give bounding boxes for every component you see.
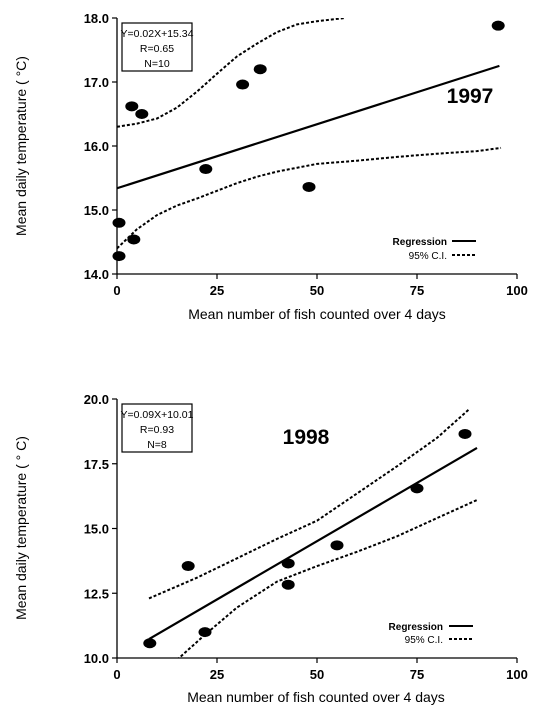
legend-regression-label: Regression	[393, 237, 447, 248]
data-point	[281, 579, 295, 590]
n-value-label: N=8	[147, 439, 167, 451]
data-point	[330, 540, 344, 551]
data-point	[112, 251, 126, 262]
x-tick-label: 0	[113, 283, 120, 298]
data-point	[143, 638, 157, 649]
data-point	[199, 164, 213, 175]
y-tick-label: 15.0	[84, 203, 109, 218]
equation-label: Y=0.09X+10.01	[121, 409, 194, 421]
x-tick-label: 0	[113, 667, 120, 682]
ci-lower-line	[177, 499, 478, 658]
ci-lower-line	[117, 146, 502, 250]
legend-regression-label: Regression	[389, 622, 443, 633]
x-tick-label: 100	[506, 283, 528, 298]
y-tick-label: 16.0	[84, 139, 109, 154]
y-tick-label: 12.5	[84, 586, 109, 601]
x-tick-label: 50	[310, 667, 324, 682]
x-axis-label: Mean number of fish counted over 4 days	[188, 306, 446, 322]
n-value-label: N=10	[144, 58, 170, 70]
y-axis-label: Mean daily temperature ( ° C)	[13, 436, 29, 620]
equation-label: Y=0.02X+15.34	[121, 28, 194, 40]
y-tick-label: 17.5	[84, 457, 109, 472]
ci-upper-line	[148, 408, 470, 600]
y-tick-label: 18.0	[84, 11, 109, 26]
y-tick-label: 17.0	[84, 75, 109, 90]
year-label: 1997	[447, 85, 494, 108]
data-point	[491, 20, 505, 31]
x-tick-label: 100	[506, 667, 528, 682]
legend-ci-label: 95% C.I.	[405, 635, 443, 646]
data-point	[253, 64, 267, 75]
y-tick-label: 20.0	[84, 392, 109, 407]
x-tick-label: 25	[210, 667, 224, 682]
data-point	[125, 101, 139, 112]
data-point	[236, 79, 250, 90]
legend-ci-label: 95% C.I.	[409, 251, 447, 262]
data-point	[112, 217, 126, 228]
chart-1997: Mean daily temperature ( °C) Mean number…	[13, 11, 528, 322]
regression-line	[117, 64, 500, 190]
regression-line	[148, 447, 478, 641]
stats-box	[121, 403, 193, 453]
y-axis-label: Mean daily temperature ( °C)	[13, 56, 29, 236]
data-point	[127, 234, 141, 245]
r-value-label: R=0.65	[140, 43, 174, 55]
chart-1998: Mean daily temperature ( ° C) Mean numbe…	[13, 392, 528, 705]
y-tick-label: 10.0	[84, 651, 109, 666]
data-point	[135, 109, 149, 119]
data-point	[181, 561, 195, 572]
y-tick-label: 15.0	[84, 522, 109, 537]
data-point	[198, 627, 212, 638]
ci-upper-line	[117, 18, 346, 128]
data-point	[458, 428, 472, 439]
stats-box	[121, 22, 193, 72]
x-tick-label: 75	[410, 283, 424, 298]
x-axis-label: Mean number of fish counted over 4 days	[187, 689, 445, 705]
data-point	[302, 181, 316, 192]
data-point	[281, 558, 295, 569]
data-point	[410, 483, 424, 494]
x-tick-label: 75	[410, 667, 424, 682]
y-tick-label: 14.0	[84, 267, 109, 282]
year-label: 1998	[283, 426, 330, 449]
x-tick-label: 50	[310, 283, 324, 298]
x-tick-label: 25	[210, 283, 224, 298]
r-value-label: R=0.93	[140, 424, 174, 436]
